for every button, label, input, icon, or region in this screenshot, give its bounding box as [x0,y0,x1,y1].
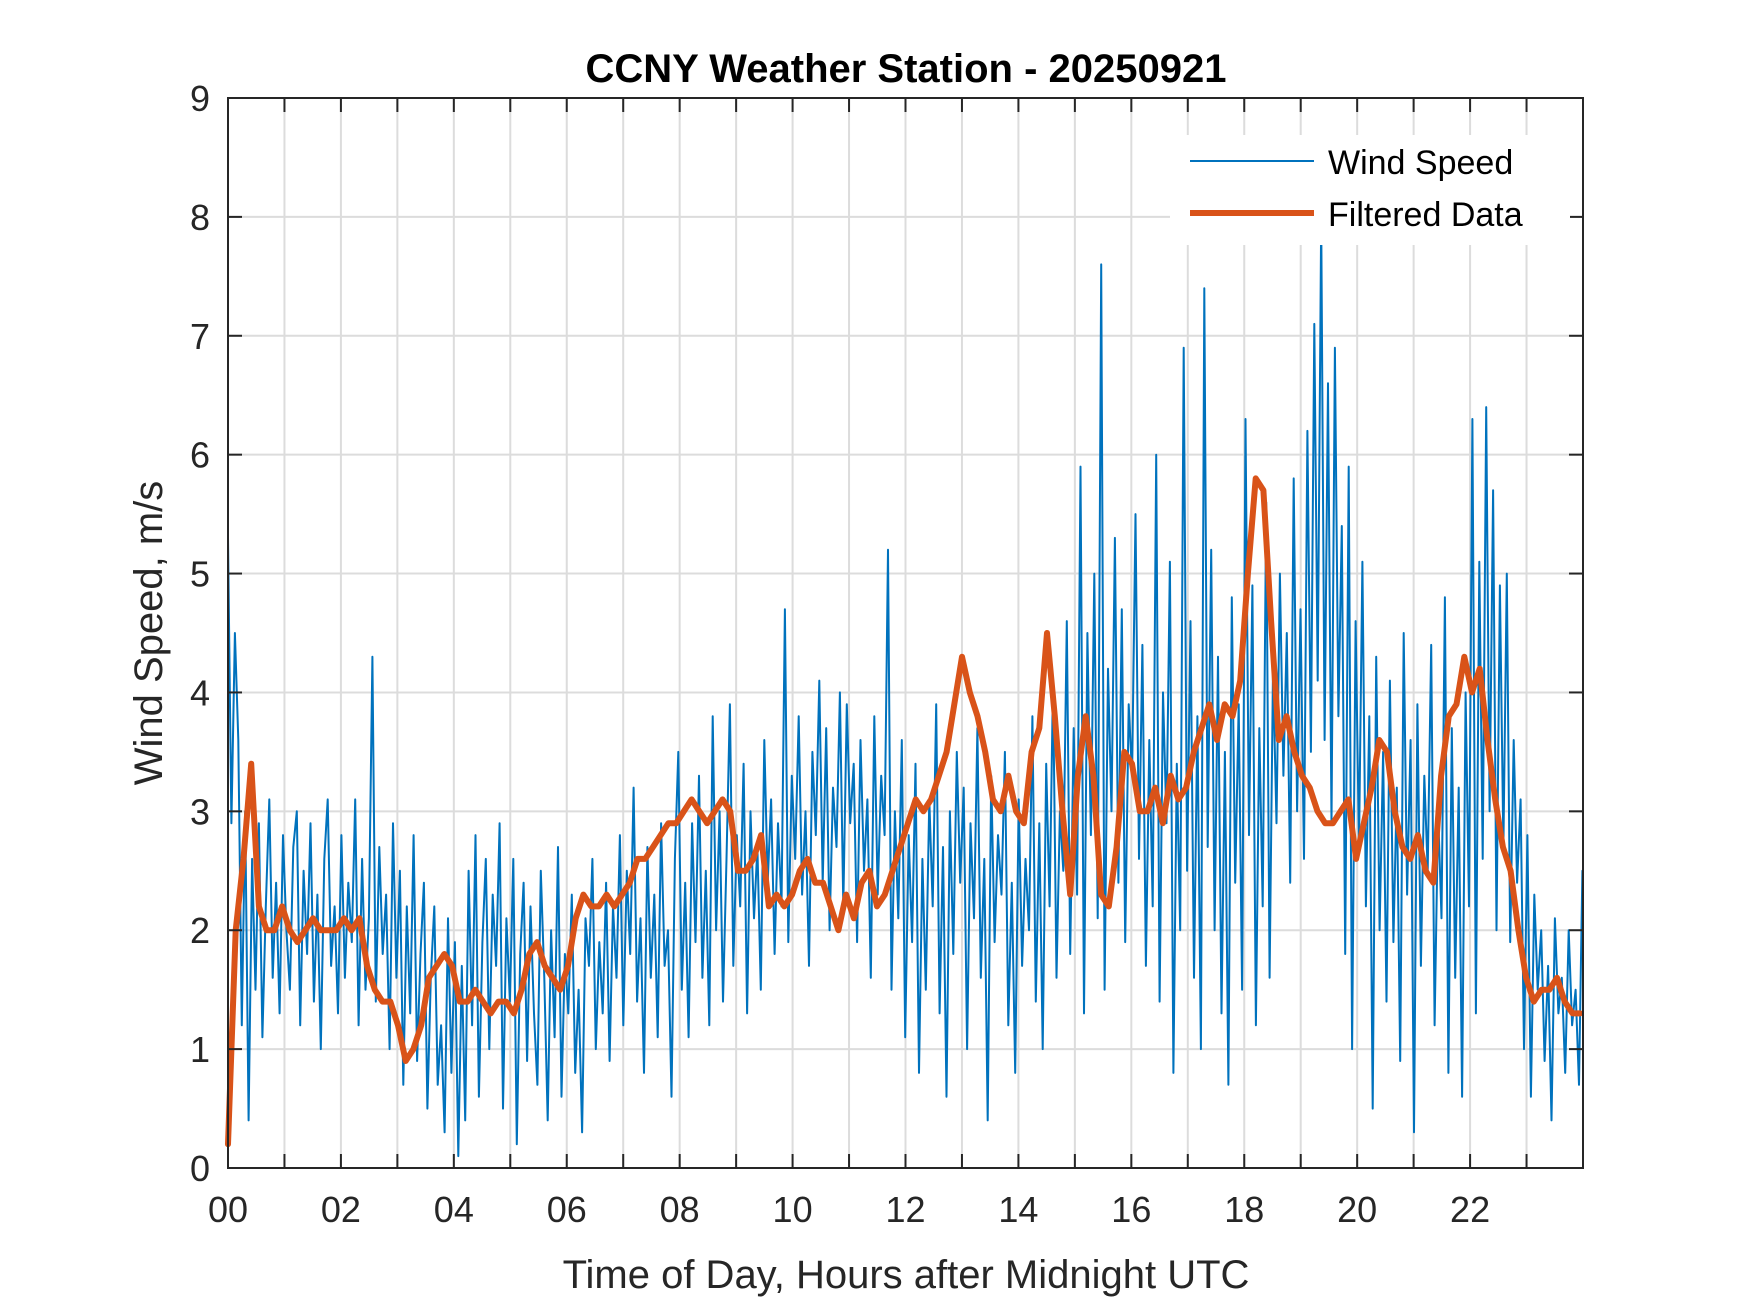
x-tick-label: 12 [885,1189,925,1230]
x-tick-label: 02 [321,1189,361,1230]
x-tick-label: 14 [998,1189,1038,1230]
axis-ticks [228,98,1583,1168]
x-tick-label: 18 [1224,1189,1264,1230]
y-tick-label: 7 [190,316,210,357]
y-tick-label: 0 [190,1148,210,1189]
x-tick-label: 04 [434,1189,474,1230]
legend-label-filtered-data: Filtered Data [1328,196,1523,234]
y-tick-labels: 0 1 2 3 4 5 6 7 8 9 [190,78,210,1189]
y-tick-label: 4 [190,672,210,713]
y-tick-label: 2 [190,910,210,951]
y-tick-label: 5 [190,554,210,595]
legend-label-wind-speed: Wind Speed [1328,144,1513,182]
y-axis-label: Wind Speed, m/s [127,481,171,786]
legend-background [1170,135,1570,245]
filtered-data-line [225,475,1584,1148]
x-tick-label: 20 [1337,1189,1377,1230]
x-tick-label: 00 [208,1189,248,1230]
y-tick-label: 8 [190,197,210,238]
x-tick-label: 22 [1450,1189,1490,1230]
x-tick-label: 06 [547,1189,587,1230]
y-tick-label: 9 [190,78,210,119]
x-tick-label: 16 [1111,1189,1151,1230]
legend: Wind Speed Filtered Data [1170,135,1570,245]
y-tick-label: 6 [190,435,210,476]
chart-title: CCNY Weather Station - 20250921 [586,47,1227,91]
x-tick-labels: 00 02 04 06 08 10 12 14 16 18 20 22 [208,1189,1490,1230]
x-tick-label: 10 [773,1189,813,1230]
x-axis-label: Time of Day, Hours after Midnight UTC [563,1253,1250,1297]
filtered-data-series [225,475,1584,1148]
y-tick-label: 1 [190,1029,210,1070]
x-tick-label: 08 [660,1189,700,1230]
y-tick-label: 3 [190,791,210,832]
